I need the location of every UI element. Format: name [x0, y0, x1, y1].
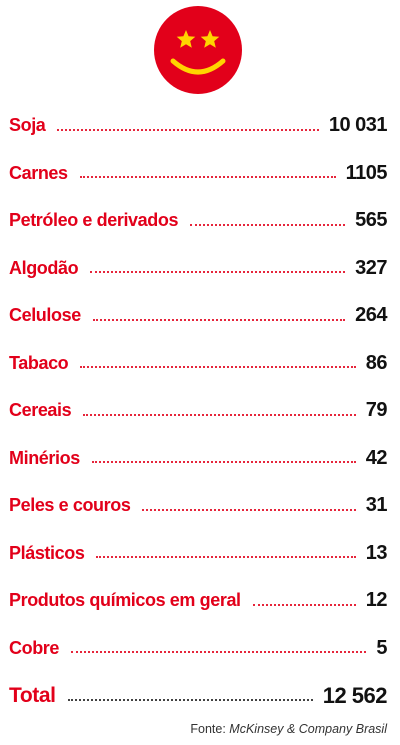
list-item: Peles e couros 31 [9, 482, 388, 530]
dotted-leader [71, 651, 367, 654]
item-value: 42 [365, 446, 388, 469]
source-name: McKinsey & Company Brasil [229, 722, 387, 736]
item-value: 86 [365, 351, 388, 374]
item-label: Peles e couros [9, 495, 131, 516]
dotted-leader [67, 698, 313, 701]
item-label: Tabaco [9, 352, 69, 373]
list-item: Cobre 5 [9, 625, 387, 673]
dotted-leader [96, 556, 356, 559]
item-label: Produtos químicos em geral [9, 590, 241, 611]
item-value: 5 [376, 636, 387, 659]
item-value: 565 [355, 209, 387, 232]
item-label: Petróleo e derivados [9, 210, 179, 231]
dotted-leader [92, 318, 346, 321]
list-item: Carnes 1105 [9, 150, 388, 198]
list-item: Tabaco 86 [9, 340, 388, 388]
list-item: Plásticos 13 [9, 530, 388, 578]
item-label: Celulose [9, 305, 81, 326]
dotted-leader [142, 508, 356, 511]
dotted-leader [252, 603, 356, 606]
list-item: Produtos químicos em geral 12 [9, 577, 388, 625]
list-item: Celulose 264 [9, 292, 387, 340]
list-item: Cereais 79 [9, 387, 388, 435]
export-list: Soja 10 031 Carnes 1105 Petróleo e deriv… [9, 102, 388, 720]
total-value: 12 562 [322, 682, 388, 708]
item-label: Cobre [9, 637, 60, 658]
item-value: 79 [365, 399, 388, 422]
dotted-leader [80, 366, 356, 369]
item-label: Carnes [9, 162, 68, 183]
dotted-leader [57, 128, 319, 131]
item-label: Algodão [9, 257, 79, 278]
total-label: Total [9, 683, 56, 707]
dotted-leader [190, 223, 346, 226]
dotted-leader [79, 176, 336, 179]
source-prefix: Fonte: [190, 722, 230, 736]
source-credit: Fonte: McKinsey & Company Brasil [190, 722, 387, 736]
total-row: Total 12 562 [9, 672, 388, 720]
item-value: 1105 [345, 161, 388, 184]
item-label: Soja [9, 115, 46, 136]
dotted-leader [90, 271, 346, 274]
list-item: Algodão 327 [9, 245, 387, 293]
dotted-leader [91, 461, 356, 464]
smiley-star-eyes-icon [153, 5, 243, 95]
dotted-leader [83, 413, 356, 416]
list-item: Minérios 42 [9, 435, 388, 483]
list-item: Petróleo e derivados 565 [9, 197, 387, 245]
item-label: Minérios [9, 447, 80, 468]
item-value: 31 [365, 494, 388, 517]
item-value: 264 [355, 304, 387, 327]
item-label: Plásticos [9, 542, 85, 563]
list-item: Soja 10 031 [9, 102, 388, 150]
item-value: 13 [365, 541, 388, 564]
item-value: 12 [365, 589, 388, 612]
item-value: 10 031 [328, 114, 388, 137]
item-value: 327 [355, 256, 387, 279]
item-label: Cereais [9, 400, 72, 421]
